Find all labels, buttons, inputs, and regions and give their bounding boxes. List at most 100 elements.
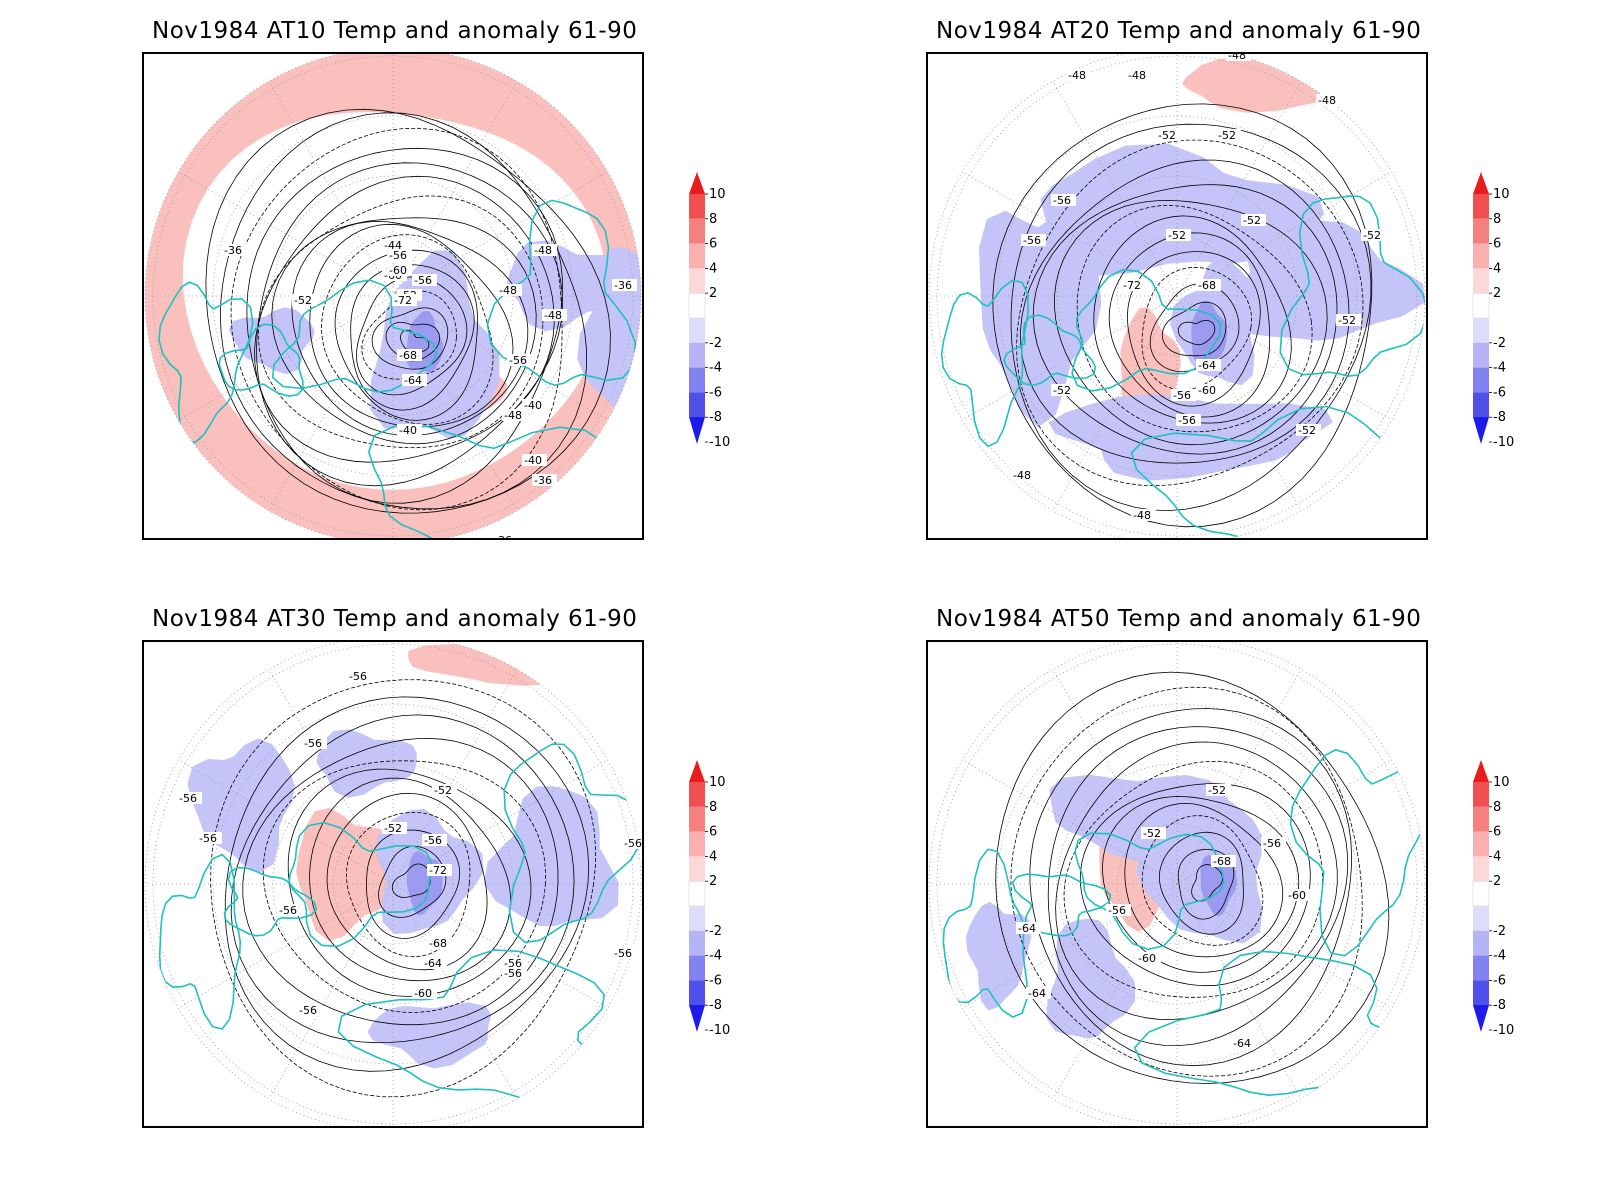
temperature-contour	[1047, 726, 1349, 1047]
temperature-contour	[1016, 139, 1364, 487]
polar-map: -48 -48 -48 -48 -48 -48 -52 -52 -52 -52 -52 -52 -52 -…	[928, 54, 1426, 538]
meridian-line	[392, 295, 608, 421]
colorbar-label: 2	[709, 286, 717, 301]
contour-label-bg	[1241, 214, 1266, 226]
temperature-contour	[271, 217, 537, 445]
meridian-line	[178, 883, 394, 1009]
map-boundary	[928, 642, 1426, 1126]
colorbar-label: 2	[709, 874, 717, 889]
temperature-contour	[1158, 831, 1244, 935]
colorbar-label: -4	[709, 949, 722, 964]
coastline	[1003, 314, 1097, 387]
contour-label-bg	[197, 832, 222, 844]
colorbar-swatch	[689, 268, 705, 294]
colorbar-bottom-arrow	[1473, 417, 1489, 444]
contour-label: -56	[299, 1004, 317, 1017]
contour-label: -64	[424, 957, 442, 970]
contour-label-bg	[1196, 359, 1221, 371]
contour-label: -64	[1028, 987, 1046, 1000]
temperature-contour	[262, 760, 546, 1013]
contour-label-bg	[1231, 1037, 1256, 1049]
colorbar-swatch	[1473, 856, 1489, 882]
temperature-contour	[356, 276, 468, 396]
cold-anomaly-core	[1200, 854, 1237, 917]
meridian-line	[1176, 883, 1392, 1009]
colorbar-label: -2	[1493, 924, 1506, 939]
contour-label-bg	[422, 834, 447, 846]
temperature-contour	[1177, 320, 1216, 346]
contour-label: -60	[389, 264, 407, 277]
contour-label-bg	[1296, 424, 1321, 436]
contour-label-bg	[1336, 314, 1361, 326]
panel-title: Nov1984 AT30 Temp and anomaly 61-90	[152, 606, 638, 632]
coastline	[1071, 269, 1222, 392]
colorbar-swatch	[1473, 392, 1489, 418]
coastline	[158, 853, 242, 1030]
colorbar-swatch	[1473, 955, 1489, 981]
contour-label: -56	[1263, 837, 1281, 850]
contour-label-bg	[1011, 469, 1036, 481]
colorbar-label: 4	[709, 849, 717, 864]
contour-label: -40	[524, 399, 542, 412]
contour-label: -56	[304, 737, 322, 750]
colorbar-swatch	[1473, 268, 1489, 294]
contour-label: -56	[179, 792, 197, 805]
colorbar-label: -4	[709, 361, 722, 376]
map-boundary	[928, 54, 1426, 538]
colorbar-swatch	[1473, 831, 1489, 857]
meridian-line	[962, 883, 1178, 1009]
contour-label: -52	[384, 822, 402, 835]
contour-label-bg	[492, 534, 517, 538]
colorbar-label: -6	[1493, 973, 1506, 988]
colorbar-swatch	[1472, 880, 1490, 907]
temperature-contour	[1032, 184, 1338, 455]
contour-label-bg	[1316, 94, 1341, 106]
colorbar-label: -4	[1493, 949, 1506, 964]
contour-label-bg	[412, 274, 437, 286]
contour-label: -56	[624, 837, 642, 850]
temperature-contour	[1020, 159, 1350, 464]
colorbar-top-arrow	[1473, 172, 1489, 194]
temperature-contour	[1191, 864, 1223, 902]
colorbar-swatch	[689, 782, 705, 807]
colorbar-swatch	[689, 342, 705, 368]
contour-label: -56	[414, 274, 432, 287]
colorbar-swatch	[1473, 980, 1489, 1006]
contour-label-bg	[1206, 784, 1231, 796]
warm-anomaly-region	[1120, 306, 1181, 415]
coastline	[1011, 873, 1112, 937]
map-frame: -52 -52 -56 -56 -60 -60 -64 -64 -64 -68	[926, 640, 1428, 1128]
meridian-line	[1052, 81, 1178, 297]
colorbar-label: -6	[709, 973, 722, 988]
contour-label: -56	[349, 670, 367, 683]
meridian-line	[962, 295, 1178, 421]
colorbar-label: -8	[709, 998, 722, 1013]
contour-label: -52	[1243, 214, 1261, 227]
contour-label-bg	[397, 424, 422, 436]
meridian-line	[392, 669, 518, 885]
cold-anomaly-region	[483, 786, 619, 927]
colorbar-swatch	[1473, 218, 1489, 244]
contour-label-bg	[427, 937, 452, 949]
contour-label: -52	[294, 294, 312, 307]
temperature-contour	[309, 223, 514, 428]
contour-label: -52	[1158, 129, 1176, 142]
contour-label: -68	[1213, 855, 1231, 868]
colorbar-graphic: 10 8 6 4 2 -2 -4 -6 -8 -10	[1472, 172, 1514, 450]
contour-label-bg	[1211, 855, 1236, 867]
temperature-contour	[995, 671, 1390, 1084]
colorbar-label: -10	[709, 1023, 730, 1038]
colorbar-swatch	[1472, 292, 1490, 319]
colorbar-label: 10	[1493, 187, 1510, 202]
colorbar-top-arrow	[1473, 760, 1489, 782]
contour-label-bg	[1131, 509, 1156, 521]
cold-anomaly-region	[1046, 918, 1136, 1039]
contour-label-bg	[1171, 389, 1196, 401]
contour-label: -56	[1173, 389, 1191, 402]
contour-label: -56	[509, 354, 527, 367]
colorbar-swatch	[689, 831, 705, 857]
colorbar-swatch	[1473, 342, 1489, 368]
coastline	[503, 743, 641, 944]
contour-label-bg	[1026, 987, 1051, 999]
contour-label-bg	[1126, 69, 1151, 81]
